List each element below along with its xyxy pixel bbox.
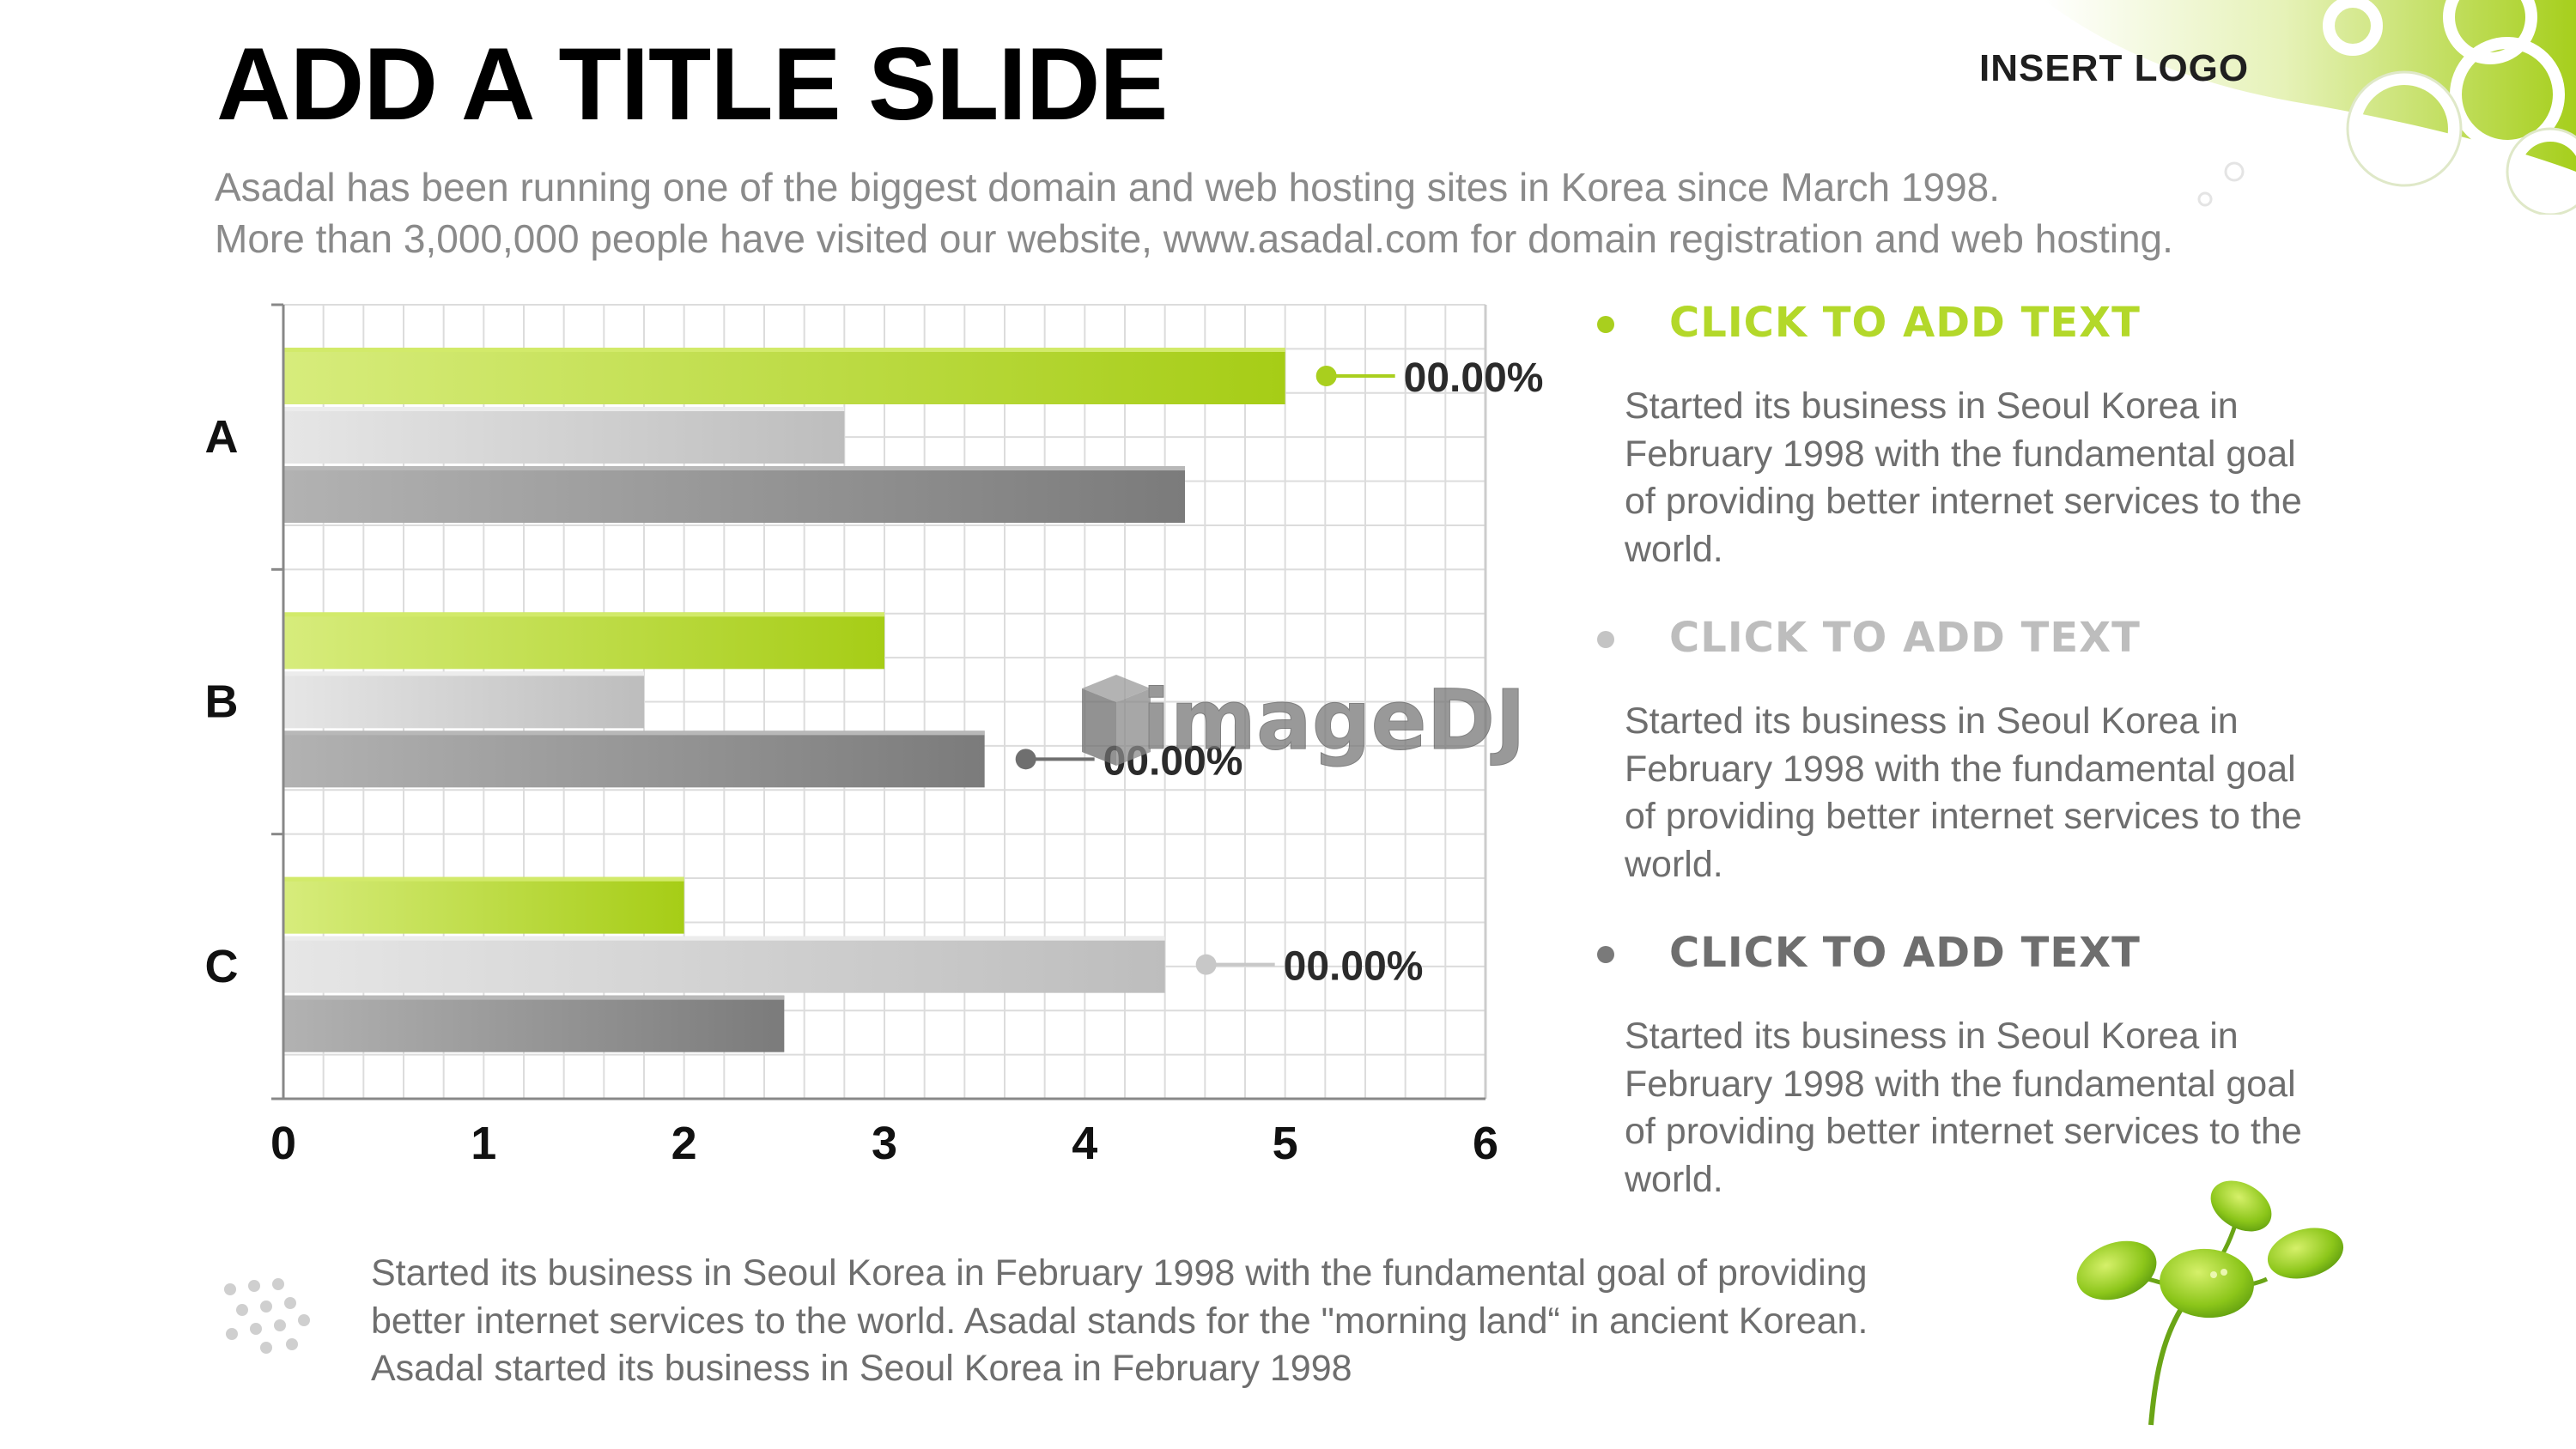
bar-B-1[interactable] xyxy=(283,612,884,670)
bullet-body-line: Started its business in Seoul Korea in xyxy=(1625,385,2239,427)
x-tick-label: 1 xyxy=(471,1118,496,1169)
slide-title: ADD A TITLE SLIDE xyxy=(216,27,1168,142)
annotation-label: 00.00% xyxy=(1103,738,1243,784)
subtitle: Asadal has been running one of the bigge… xyxy=(215,161,2533,264)
bullet-body: Started its business in Seoul Korea in F… xyxy=(1625,383,2380,573)
category-label: A xyxy=(205,411,239,463)
bar-highlight xyxy=(283,407,845,411)
bullet-body-line: world. xyxy=(1625,843,1723,885)
bar-A-3[interactable] xyxy=(283,466,1185,523)
x-tick-label: 3 xyxy=(872,1118,897,1169)
bar-highlight xyxy=(283,348,1285,352)
subtitle-line: Asadal has been running one of the bigge… xyxy=(215,165,2001,209)
chart-annotations: 00.00% 00.00% 00.00% xyxy=(1015,355,1544,990)
bullet-heading[interactable]: CLICK TO ADD TEXT xyxy=(1669,929,2141,977)
corner-decoration xyxy=(2044,0,2576,215)
bullet-body-line: Started its business in Seoul Korea in xyxy=(1625,700,2239,742)
bullet-dot-icon xyxy=(1597,631,1614,648)
bar-highlight xyxy=(283,731,985,736)
x-tick-label: 0 xyxy=(270,1118,296,1169)
bullet-body-line: of providing better internet services to… xyxy=(1625,481,2302,522)
bar-B-2[interactable] xyxy=(283,671,644,729)
bullet-body-line: world. xyxy=(1625,1158,1723,1200)
dots-decoration-icon xyxy=(224,1278,310,1354)
bullet-body-line: of providing better internet services to… xyxy=(1625,796,2302,837)
bar-highlight xyxy=(283,936,1165,941)
bullet-dot-icon xyxy=(1597,316,1614,333)
subtitle-line: More than 3,000,000 people have visited … xyxy=(215,216,2173,261)
annotation-label: 00.00% xyxy=(1284,944,1424,990)
bar-highlight xyxy=(283,466,1185,470)
chart-bars xyxy=(283,348,1285,1052)
bar-C-1[interactable] xyxy=(283,876,684,934)
category-label: B xyxy=(205,676,239,728)
annotation-dot xyxy=(1195,954,1217,975)
x-tick-label: 5 xyxy=(1273,1118,1298,1169)
bullet-body: Started its business in Seoul Korea in F… xyxy=(1625,1013,2380,1203)
bullet-body-line: February 1998 with the fundamental goal xyxy=(1625,1063,2296,1105)
bar-B-3[interactable] xyxy=(283,731,985,788)
bar-A-2[interactable] xyxy=(283,407,845,464)
bottom-paragraph-line: better internet services to the world. A… xyxy=(371,1300,1868,1342)
annotation-dot xyxy=(1015,749,1036,770)
x-tick-label: 6 xyxy=(1473,1118,1498,1169)
bullet-body-line: world. xyxy=(1625,528,1723,570)
bullet-body: Started its business in Seoul Korea in F… xyxy=(1625,698,2380,888)
bullet-body-line: February 1998 with the fundamental goal xyxy=(1625,433,2296,475)
bullet-body-line: of providing better internet services to… xyxy=(1625,1111,2302,1152)
x-tick-label: 2 xyxy=(671,1118,697,1169)
bullet-heading[interactable]: CLICK TO ADD TEXT xyxy=(1669,614,2141,662)
bottom-paragraph-line: Started its business in Seoul Korea in F… xyxy=(371,1252,1868,1294)
bar-highlight xyxy=(283,995,785,1000)
annotation-label: 00.00% xyxy=(1404,355,1544,401)
bullet-body-line: February 1998 with the fundamental goal xyxy=(1625,748,2296,790)
sprout-icon xyxy=(2076,1180,2344,1426)
bar-highlight xyxy=(283,876,684,882)
logo-placeholder[interactable]: INSERT LOGO xyxy=(1979,47,2250,89)
chart-axes: A B C 0 1 2 3 4 5 6 xyxy=(205,303,1498,1169)
bar-C-3[interactable] xyxy=(283,995,785,1052)
bullet-body-line: Started its business in Seoul Korea in xyxy=(1625,1016,2239,1057)
category-label: C xyxy=(205,941,239,992)
bar-highlight xyxy=(283,671,644,676)
bottom-paragraph: Started its business in Seoul Korea in F… xyxy=(371,1250,2054,1393)
x-tick-label: 4 xyxy=(1072,1118,1097,1169)
bullet-dot-icon xyxy=(1597,946,1614,963)
bar-highlight xyxy=(283,612,884,617)
bottom-paragraph-line: Asadal started its business in Seoul Kor… xyxy=(371,1348,1352,1389)
bar-A-1[interactable] xyxy=(283,348,1285,404)
bar-C-2[interactable] xyxy=(283,936,1165,993)
annotation-dot xyxy=(1315,366,1337,386)
bullet-heading[interactable]: CLICK TO ADD TEXT xyxy=(1669,299,2141,347)
